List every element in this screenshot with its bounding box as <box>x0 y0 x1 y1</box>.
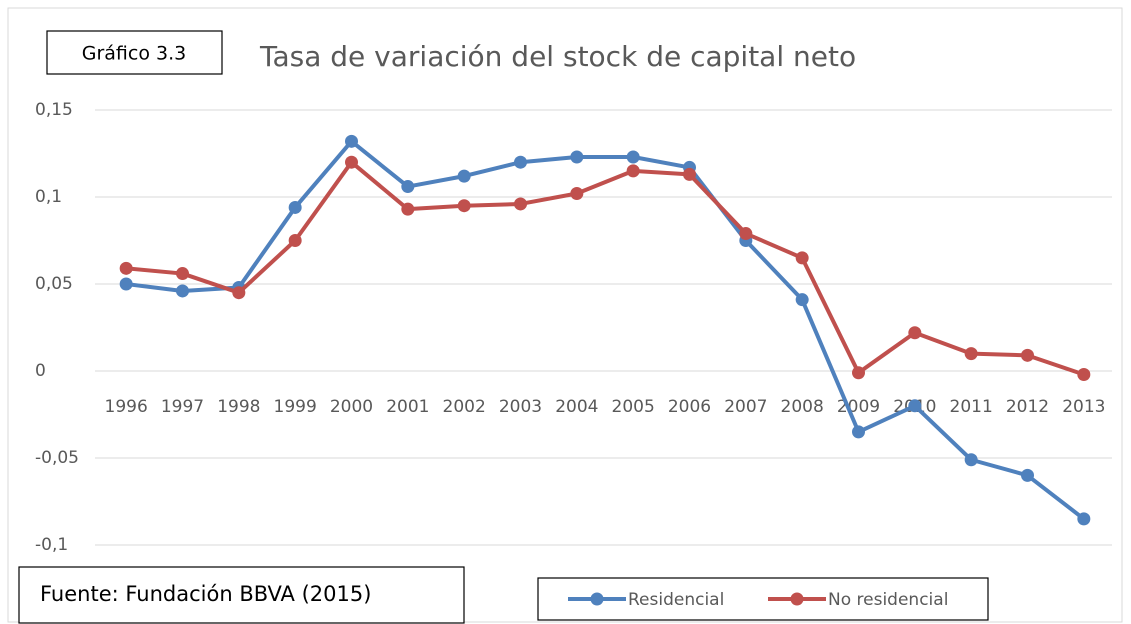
x-tick-label: 2004 <box>555 397 598 417</box>
y-tick-label: -0,1 <box>35 535 68 555</box>
marker <box>683 167 696 181</box>
marker <box>401 180 415 194</box>
x-tick-label: 2008 <box>781 397 824 417</box>
series-line <box>125 139 1086 521</box>
y-tick-label: 0,15 <box>35 100 73 120</box>
marker <box>119 277 133 291</box>
source: Fuente: Fundación BBVA (2015) <box>40 582 371 606</box>
label-box <box>46 30 223 75</box>
marker <box>626 164 640 178</box>
x-tick-label: 1996 <box>105 397 148 417</box>
marker <box>514 197 527 211</box>
chart-label: Gráfico 3.3 <box>82 43 186 65</box>
x-tick-label: 2007 <box>724 397 767 417</box>
x-tick-label: 2002 <box>443 397 486 417</box>
marker <box>176 267 189 281</box>
x-tick-label: 2005 <box>612 397 655 417</box>
marker <box>964 347 978 361</box>
y-tick-label: 0,05 <box>35 274 73 294</box>
marker <box>570 187 584 201</box>
marker <box>852 366 865 380</box>
x-tick-label: 1997 <box>161 397 204 417</box>
marker <box>908 399 922 413</box>
marker <box>176 284 189 298</box>
x-tick-label: 2012 <box>1006 397 1049 417</box>
marker <box>345 155 358 169</box>
marker <box>964 453 978 467</box>
marker <box>514 155 527 169</box>
y-tick-label: -0,05 <box>35 448 79 468</box>
x-tick-label: 1999 <box>274 397 317 417</box>
marker <box>1021 468 1034 482</box>
legend-label: No residencial <box>828 590 948 610</box>
marker <box>852 425 865 439</box>
marker <box>457 199 471 213</box>
chart-title: Tasa de variación del stock de capital n… <box>259 40 856 73</box>
x-tick-label: 2011 <box>950 397 993 417</box>
x-tick-label: 1998 <box>217 397 260 417</box>
source-box <box>18 566 465 624</box>
marker <box>626 150 640 164</box>
series-line <box>125 160 1085 377</box>
marker <box>795 293 809 307</box>
legend-marker <box>590 592 604 606</box>
marker <box>119 261 133 275</box>
marker <box>288 200 302 214</box>
marker <box>908 326 922 340</box>
marker <box>345 134 358 148</box>
x-tick-label: 2006 <box>668 397 711 417</box>
legend-label: Residencial <box>628 590 724 610</box>
marker <box>457 169 471 183</box>
legend-marker <box>790 592 804 606</box>
marker <box>739 227 753 241</box>
x-tick-label: 2013 <box>1062 397 1105 417</box>
chart-border <box>7 7 1123 623</box>
marker <box>1077 367 1091 381</box>
marker <box>570 150 584 164</box>
marker <box>401 202 415 216</box>
marker <box>288 234 302 247</box>
marker <box>1021 348 1034 362</box>
marker <box>232 286 246 300</box>
marker <box>795 251 809 265</box>
x-tick-label: 2001 <box>386 397 429 417</box>
y-tick-label: 0 <box>35 361 46 381</box>
x-tick-label: 2003 <box>499 397 542 417</box>
x-tick-label: 2000 <box>330 397 373 417</box>
y-tick-label: 0,1 <box>35 187 62 207</box>
marker <box>1077 512 1091 526</box>
